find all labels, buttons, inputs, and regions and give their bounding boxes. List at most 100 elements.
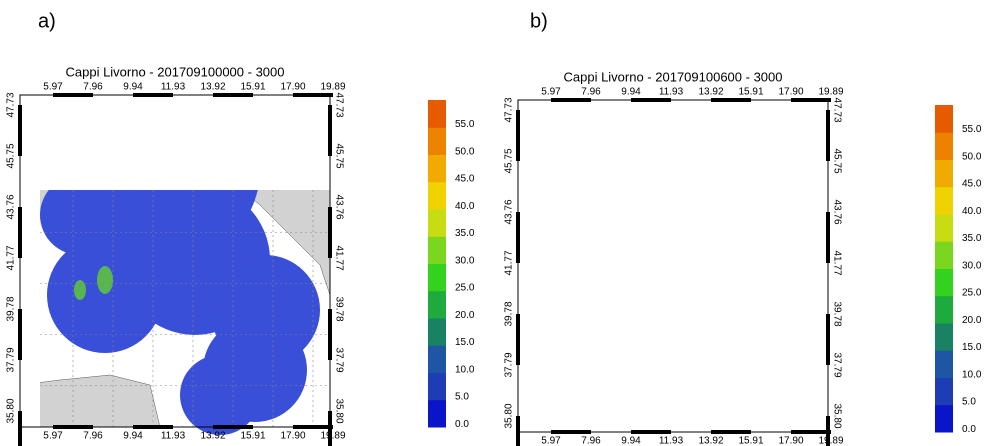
colorbar-segment [428,209,446,237]
sea [518,100,828,432]
map-title: Cappi Livorno - 201709100000 - 3000 [65,64,284,79]
colorbar-segment [428,181,446,210]
y-tick-label: 39.78 [333,296,344,321]
frame-bar [516,416,520,446]
panel: a)Cappi Livorno - 201709100000 - 30005.9… [6,10,475,446]
colorbar-label: 40.0 [455,201,475,212]
frame-bar [213,93,253,97]
colorbar-segment [428,263,446,292]
frame-bar [53,93,93,97]
frame-bar [551,98,591,102]
y-tick-label: 35.80 [504,403,515,428]
rain-echo [97,266,113,294]
colorbar-segment [935,323,953,351]
colorbar-segment [935,105,953,133]
radar-coverage [40,190,120,255]
x-tick-label: 19.89 [320,431,345,442]
x-tick-label: 9.94 [123,82,143,93]
x-tick-label: 13.92 [698,436,723,446]
colorbar-segment [428,127,446,155]
colorbar-segment [428,372,446,401]
x-tick-label: 11.93 [659,436,684,446]
land [40,374,161,428]
y-tick-label: 39.78 [6,296,17,321]
frame-bar [826,212,830,263]
x-tick-label: 13.92 [698,87,723,98]
colorbar-segment [935,404,953,433]
colorbar-label: 30.0 [962,260,982,271]
frame-bar [711,98,751,102]
frame-bar [711,430,751,434]
colorbar-segment [935,214,953,242]
frame-bar [18,309,22,360]
colorbar-label: 45.0 [455,174,475,185]
colorbar-label: 5.0 [962,397,976,408]
x-tick-label: 7.96 [83,82,103,93]
frame-bar [328,411,332,446]
rain-echo [643,170,663,250]
radar-coverage [538,180,618,260]
frame-bar [551,430,591,434]
x-tick-label: 15.91 [738,436,763,446]
frame-bar [133,425,173,429]
x-tick-label: 5.97 [43,82,63,93]
x-tick-label: 5.97 [541,436,561,446]
rain-echo [154,141,166,169]
frame-bar [133,93,173,97]
frame-bar [826,416,830,446]
colorbar-label: 15.0 [962,342,982,353]
y-tick-label: 37.79 [831,352,842,377]
rain-echo [143,120,167,180]
rain-echo [655,220,671,300]
radar-coverage [180,355,260,435]
y-tick-label: 35.80 [6,398,17,423]
x-tick-label: 9.94 [621,436,641,446]
rain-echo [590,307,606,323]
rain-echo [195,130,215,170]
colorbar-label: 45.0 [962,179,982,190]
x-tick-label: 19.89 [818,87,843,98]
x-tick-label: 15.91 [738,87,763,98]
colorbar-label: 35.0 [455,228,475,239]
x-tick-label: 19.89 [320,82,345,93]
x-tick-label: 11.93 [161,431,186,442]
x-tick-label: 15.91 [240,431,265,442]
y-tick-label: 47.73 [333,92,344,117]
y-tick-label: 41.77 [831,250,842,275]
y-tick-label: 41.77 [333,245,344,270]
colorbar-segment [428,100,446,128]
frame-bar [18,207,22,258]
map [40,120,331,435]
colorbar-segment [935,186,953,215]
colorbar-label: 10.0 [455,364,475,375]
x-tick-label: 13.92 [200,431,225,442]
x-tick-label: 9.94 [621,87,641,98]
map [518,80,828,445]
y-tick-label: 43.76 [6,194,17,219]
x-tick-label: 15.91 [240,82,265,93]
frame-bar [516,110,520,161]
colorbar-label: 10.0 [962,369,982,380]
y-tick-label: 47.73 [6,92,17,117]
y-tick-label: 37.79 [504,352,515,377]
colorbar-segment [428,154,446,183]
x-tick-label: 11.93 [659,87,684,98]
radar-coverage [701,328,805,432]
x-tick-label: 11.93 [161,82,186,93]
x-tick-label: 7.96 [581,87,601,98]
frame-bar [826,314,830,365]
colorbar-label: 40.0 [962,206,982,217]
colorbar-segment [935,268,953,297]
x-tick-label: 5.97 [43,431,63,442]
x-tick-label: 7.96 [83,431,103,442]
colorbar-segment [935,132,953,160]
x-tick-label: 17.90 [778,436,803,446]
frame-bar [18,105,22,156]
frame-bar [293,425,333,429]
map-frame [517,99,829,433]
colorbar-segment [428,236,446,264]
map-title: Cappi Livorno - 201709100600 - 3000 [563,69,782,84]
frame-bar [516,212,520,263]
colorbar-label: 5.0 [455,392,469,403]
